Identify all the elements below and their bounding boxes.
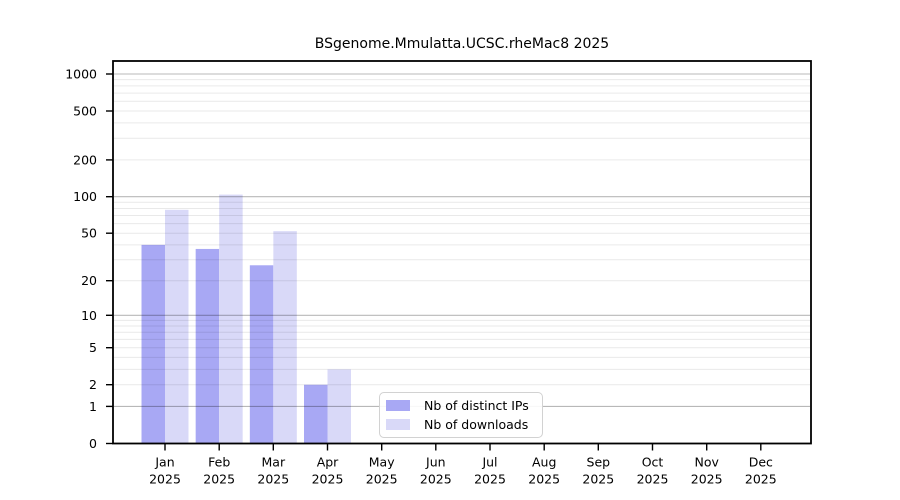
bar-downloads-apr xyxy=(327,369,351,444)
x-tick-label-month: Jul xyxy=(481,455,497,470)
x-tick-label-month: Feb xyxy=(208,455,230,470)
y-tick-label: 20 xyxy=(81,273,97,288)
bar-distinct-ips-jan xyxy=(141,244,165,444)
x-tick-label-year: 2025 xyxy=(203,472,235,487)
y-tick-label: 100 xyxy=(73,189,97,204)
x-tick-label-year: 2025 xyxy=(257,472,289,487)
x-tick-label-year: 2025 xyxy=(312,472,344,487)
x-tick-label-month: Oct xyxy=(642,455,664,470)
x-tick-label-month: Mar xyxy=(262,455,286,470)
y-tick-label: 200 xyxy=(73,152,97,167)
x-tick-label-month: Aug xyxy=(532,455,556,470)
chart-title: BSgenome.Mmulatta.UCSC.rheMac8 2025 xyxy=(314,36,610,52)
legend-label-distinct-ips: Nb of distinct IPs xyxy=(424,397,529,413)
y-tick-label: 50 xyxy=(81,226,97,241)
x-tick-label-year: 2025 xyxy=(420,472,452,487)
bar-distinct-ips-feb xyxy=(195,248,220,444)
y-tick-label: 5 xyxy=(89,340,97,355)
y-tick-label: 10 xyxy=(81,308,97,323)
legend-label-downloads: Nb of downloads xyxy=(424,416,529,432)
x-tick-label-month: Dec xyxy=(749,455,773,470)
x-tick-label-year: 2025 xyxy=(149,472,181,487)
bars xyxy=(141,194,351,444)
gridlines-minor xyxy=(114,79,810,386)
legend-swatch-downloads-icon xyxy=(386,418,410,430)
x-tick-label-month: Nov xyxy=(694,455,719,470)
y-tick-label: 0 xyxy=(89,436,97,451)
plot-border xyxy=(112,60,812,445)
x-tick-label-month: Jan xyxy=(154,455,174,470)
y-tick-label: 1 xyxy=(89,399,97,414)
x-tick-label-month: May xyxy=(369,455,395,470)
legend: Nb of distinct IPs Nb of downloads xyxy=(379,392,543,438)
y-tick-label: 1000 xyxy=(65,67,97,82)
y-axis: 0 1 2 5 10 20 50 100 200 500 1000 xyxy=(65,67,113,451)
bar-downloads-mar xyxy=(273,231,297,444)
x-tick-label-year: 2025 xyxy=(745,472,777,487)
bar-downloads-feb xyxy=(219,194,243,444)
y-tick-label: 2 xyxy=(89,377,97,392)
legend-item-downloads: Nb of downloads xyxy=(386,416,542,432)
legend-item-distinct-ips: Nb of distinct IPs xyxy=(386,397,542,413)
x-tick-label-year: 2025 xyxy=(637,472,669,487)
legend-swatch-distinct-ips-icon xyxy=(386,400,410,412)
y-tick-label: 500 xyxy=(73,104,97,119)
x-tick-label-year: 2025 xyxy=(528,472,560,487)
bar-downloads-jan xyxy=(165,209,189,444)
x-tick-label-year: 2025 xyxy=(691,472,723,487)
x-tick-label-year: 2025 xyxy=(474,472,506,487)
x-tick-label-month: Apr xyxy=(317,455,339,470)
x-tick-label-month: Sep xyxy=(587,455,611,470)
bar-distinct-ips-apr xyxy=(304,384,328,444)
bar-distinct-ips-mar xyxy=(249,265,274,444)
x-axis: Jan 2025 Feb 2025 Mar 2025 Apr 2025 May 2025 Jun 20… xyxy=(149,443,777,487)
x-tick-label-month: Jun xyxy=(425,455,446,470)
x-tick-label-year: 2025 xyxy=(366,472,398,487)
x-tick-label-year: 2025 xyxy=(582,472,614,487)
